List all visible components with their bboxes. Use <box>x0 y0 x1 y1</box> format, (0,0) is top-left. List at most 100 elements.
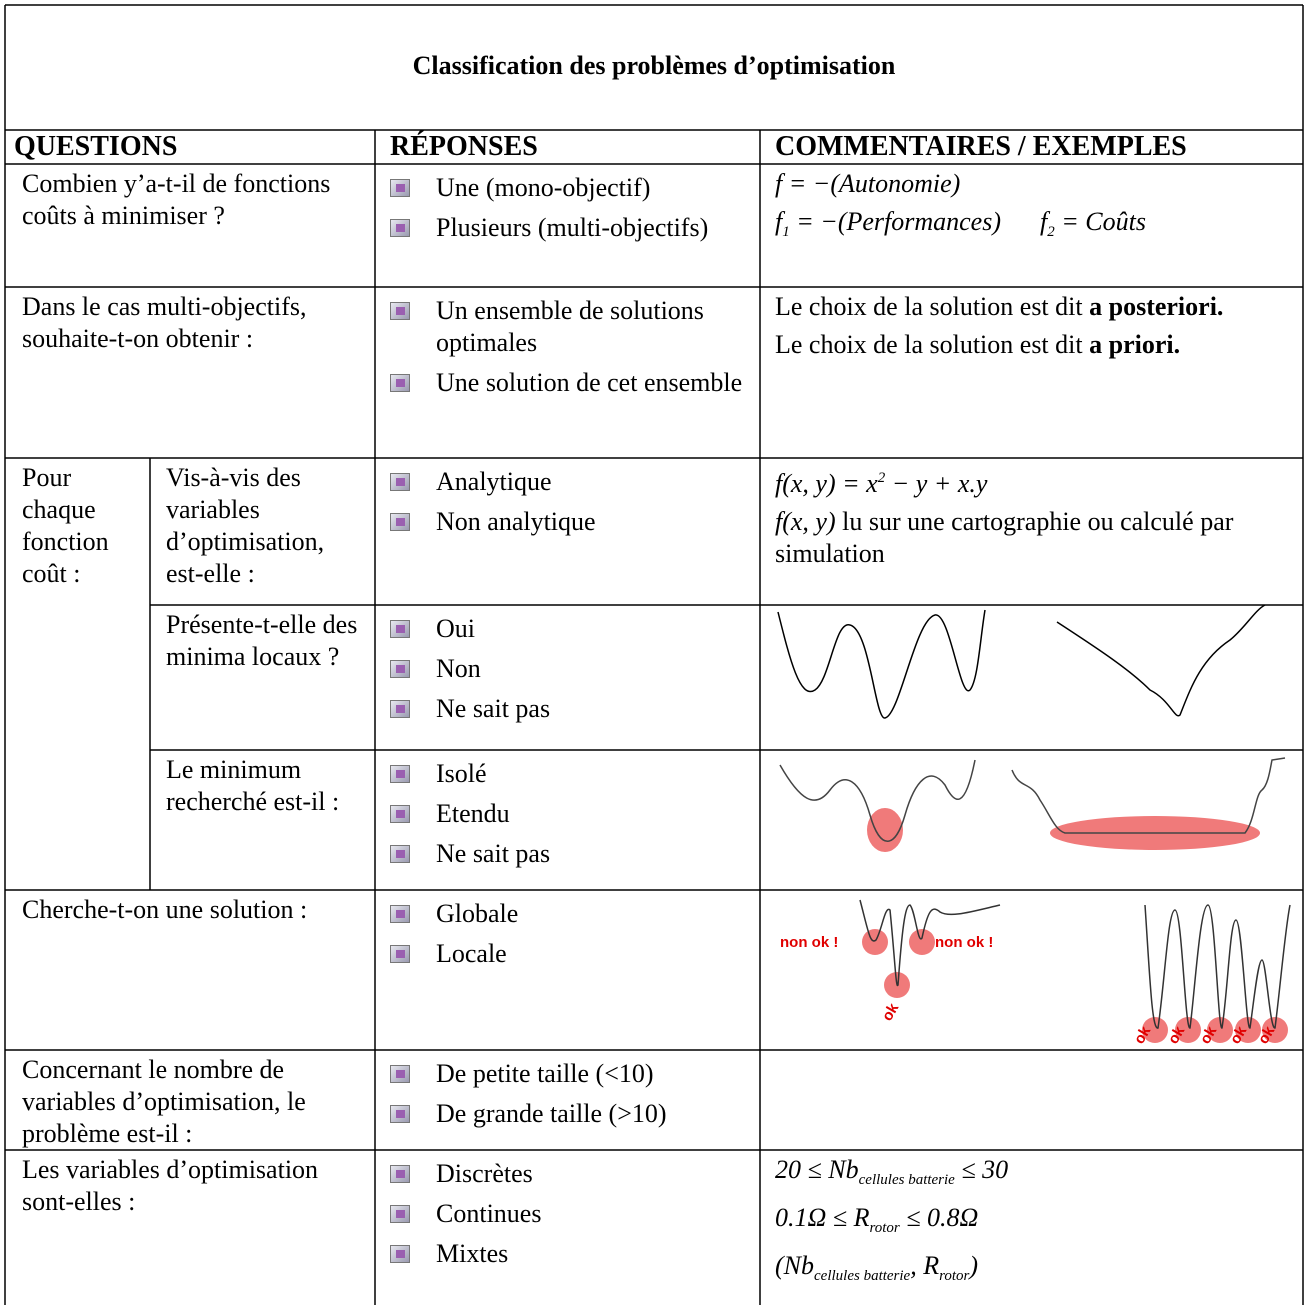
figure-label: ok <box>879 1000 903 1024</box>
answer-option: Une solution de cet ensemble <box>376 367 756 399</box>
checkbox-icon <box>390 945 410 963</box>
comment-line: f = −(Autonomie) <box>775 168 1295 200</box>
column-header: COMMENTAIRES / EXEMPLES <box>775 131 1187 162</box>
checkbox-icon <box>390 219 410 237</box>
answer-option: Un ensemble de solutions optimales <box>376 295 756 359</box>
comment-text: a posteriori. <box>1089 292 1224 321</box>
comment-line: 20 ≤ Nbcellules batterie ≤ 30 <box>775 1154 1295 1196</box>
answer-text: Une (mono-objectif) <box>436 173 651 202</box>
checkbox-icon <box>390 620 410 638</box>
answer-option: De grande taille (>10) <box>376 1098 756 1130</box>
comment-text: = −(Performances) <box>789 207 1040 236</box>
answer-option: Mixtes <box>376 1238 756 1270</box>
comment-text: f(x, y) <box>775 507 836 536</box>
comment-text: f(x, y) = x <box>775 469 878 498</box>
answer-option: Isolé <box>376 758 756 790</box>
answer-text: Une solution de cet ensemble <box>436 368 743 397</box>
checkbox-icon <box>390 660 410 678</box>
checkbox-icon <box>390 1245 410 1263</box>
sub-question: Le minimum recherché est-il : <box>166 755 340 816</box>
checkbox-icon <box>390 374 410 392</box>
answer-text: De petite taille (<10) <box>436 1059 654 1088</box>
comment-text: 20 ≤ Nb <box>775 1155 859 1184</box>
answer-text: Plusieurs (multi-objectifs) <box>436 213 709 242</box>
comment-line: f(x, y) = x2 − y + x.y <box>775 462 1295 500</box>
comment-text: rotor <box>869 1220 900 1236</box>
comment-text: ≤ 0.8Ω <box>899 1203 979 1232</box>
answer-text: Ne sait pas <box>436 694 551 723</box>
sub-question: Vis-à-vis des variables d’optimisation, … <box>166 463 325 588</box>
title: Classification des problèmes d’optimisat… <box>412 51 896 80</box>
comment-text: a priori. <box>1089 330 1181 359</box>
comment-text: Le choix de la solution est dit <box>775 292 1090 321</box>
sketches <box>777 604 1266 719</box>
question: Combien y’a-t-il de fonctions coûts à mi… <box>22 169 331 230</box>
comment-line: Le choix de la solution est dit a priori… <box>775 329 1295 361</box>
comment-text: f = −(Autonomie) <box>775 169 961 198</box>
comment-text: (Nb <box>775 1251 814 1280</box>
question: Pour chaque fonction coût : <box>22 463 109 588</box>
answer-option: Etendu <box>376 798 756 830</box>
answer-text: Isolé <box>436 759 487 788</box>
comment-line: 0.1Ω ≤ Rrotor ≤ 0.8Ω <box>775 1202 1295 1244</box>
answer-text: Globale <box>436 899 519 928</box>
answer-text: Analytique <box>436 467 552 496</box>
figure-label: ok <box>1255 1023 1279 1047</box>
answer-option: Discrètes <box>376 1158 756 1190</box>
answer-text: Non analytique <box>436 507 596 536</box>
figure-label: ok <box>1227 1023 1251 1047</box>
comment-text: , R <box>910 1251 940 1280</box>
comment-text: 1 <box>782 224 790 240</box>
comment-text: 2 <box>1047 224 1055 240</box>
comment-line: f(x, y) lu sur une cartographie ou calcu… <box>775 506 1295 570</box>
answer-text: Etendu <box>436 799 510 828</box>
answer-option: Non analytique <box>376 506 756 538</box>
answer-text: Ne sait pas <box>436 839 551 868</box>
column-header: QUESTIONS <box>14 131 178 162</box>
figure-label: ok <box>1131 1023 1155 1047</box>
question: Cherche-t-on une solution : <box>22 895 308 924</box>
answer-option: Ne sait pas <box>376 838 756 870</box>
comment-text: f <box>775 207 783 236</box>
answer-option: Ne sait pas <box>376 693 756 725</box>
comment-text: ) <box>969 1251 979 1280</box>
answer-text: Discrètes <box>436 1159 533 1188</box>
checkbox-icon <box>390 1065 410 1083</box>
comment-line: f1 = −(Performances) f2 = Coûts <box>775 206 1295 248</box>
comment-text: 2 <box>877 470 886 486</box>
question: Dans le cas multi-objectifs, souhaite-t-… <box>22 292 307 353</box>
checkbox-icon <box>390 765 410 783</box>
checkbox-icon <box>390 845 410 863</box>
figure-label: ok <box>1197 1023 1221 1047</box>
answer-option: Continues <box>376 1198 756 1230</box>
comment-text: ≤ 30 <box>954 1155 1009 1184</box>
answer-text: Oui <box>436 614 475 643</box>
answer-option: Globale <box>376 898 756 930</box>
answer-text: Un ensemble de solutions optimales <box>436 296 704 357</box>
figure-label: non ok ! <box>780 934 838 951</box>
answer-text: De grande taille (>10) <box>436 1099 667 1128</box>
comment-text: f <box>1040 207 1048 236</box>
answer-option: Une (mono-objectif) <box>376 172 756 204</box>
comment-text: lu sur une cartographie ou calculé par s… <box>775 507 1240 568</box>
checkbox-icon <box>390 1105 410 1123</box>
question: Concernant le nombre de variables d’opti… <box>22 1055 306 1148</box>
answer-text: Non <box>436 654 481 683</box>
minimum-sketches <box>779 757 1286 852</box>
question: Les variables d’optimisation sont-elles … <box>22 1155 319 1216</box>
comment-text: cellules batterie <box>858 1172 955 1188</box>
checkbox-icon <box>390 905 410 923</box>
comment-text: rotor <box>939 1268 970 1284</box>
comment-text: = Coûts <box>1054 207 1146 236</box>
checkbox-icon <box>390 179 410 197</box>
comment-text: − y + x.y <box>885 469 988 498</box>
global-sketches <box>859 899 1291 1043</box>
column-header: RÉPONSES <box>390 131 538 162</box>
checkbox-icon <box>390 473 410 491</box>
checkbox-icon <box>390 1205 410 1223</box>
answer-option: De petite taille (<10) <box>376 1058 756 1090</box>
answer-option: Non <box>376 653 756 685</box>
answer-text: Mixtes <box>436 1239 509 1268</box>
